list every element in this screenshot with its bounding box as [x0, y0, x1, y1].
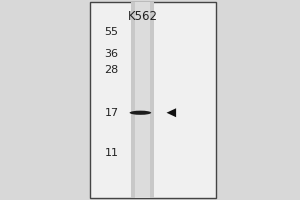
Bar: [131, 2, 154, 198]
Text: K562: K562: [128, 10, 158, 23]
Text: 17: 17: [104, 108, 118, 118]
Text: 36: 36: [104, 49, 118, 59]
Bar: [90, 2, 216, 198]
Polygon shape: [167, 108, 176, 117]
Bar: [135, 2, 150, 198]
Text: 28: 28: [104, 65, 118, 75]
Text: 11: 11: [104, 148, 118, 158]
Ellipse shape: [130, 111, 151, 115]
Text: 55: 55: [104, 27, 118, 37]
